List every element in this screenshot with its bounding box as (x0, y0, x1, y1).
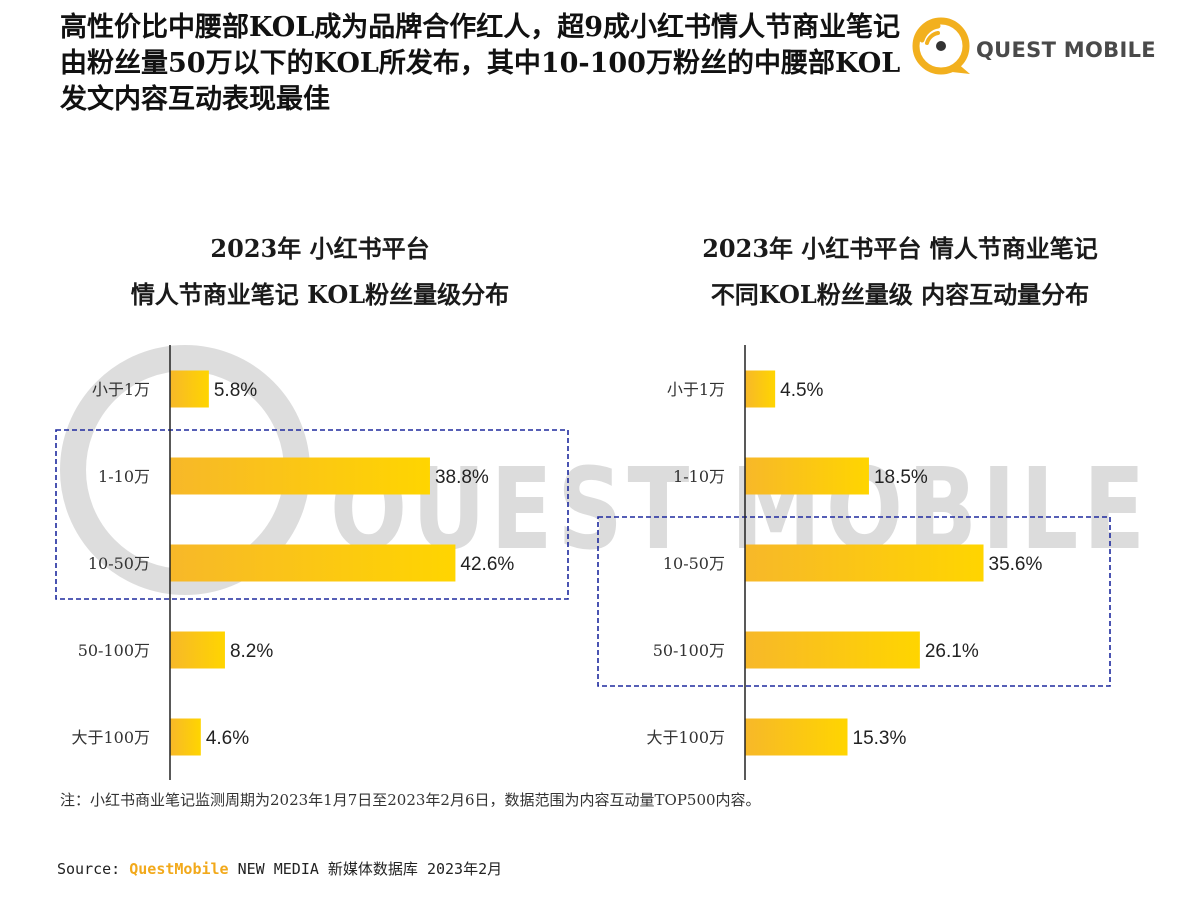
chart-1-value-label: 38.8% (435, 467, 489, 488)
chart-1-value-label: 8.2% (230, 641, 273, 662)
page-title: 高性价比中腰部KOL成为品牌合作红人，超9成小红书情人节商业笔记由粉丝量50万以… (60, 12, 901, 115)
source-brand: QuestMobile (129, 860, 229, 878)
questmobile-logo (912, 17, 970, 75)
footnote: 注：小红书商业笔记监测周期为2023年1月7日至2023年2月6日，数据范围为内… (60, 791, 761, 809)
chart-2-category-label: 50-100万 (653, 641, 725, 660)
chart-2-category-label: 1-10万 (673, 467, 725, 486)
chart-1-bar (170, 370, 209, 408)
chart-2-bar (745, 544, 984, 582)
questmobile-logo-icon (912, 17, 970, 75)
chart-2-bar (745, 370, 776, 408)
chart-1-category-label: 大于100万 (71, 728, 150, 747)
chart-2-value-label: 35.6% (989, 554, 1043, 575)
chart-1-category-label: 10-50万 (88, 554, 150, 573)
chart-1-title-line-2: 情人节商业笔记 KOL粉丝量级分布 (130, 280, 510, 309)
chart-1-bar (170, 718, 201, 756)
chart-2-value-label: 18.5% (874, 467, 928, 488)
chart-1-title: 2023年 小红书平台 情人节商业笔记 KOL粉丝量级分布 (60, 226, 580, 318)
source-prefix: Source: (57, 860, 130, 878)
chart-1-category-label: 小于1万 (92, 380, 150, 399)
source-line: Source: QuestMobile NEW MEDIA 新媒体数据库 202… (57, 858, 502, 879)
chart-1-category-label: 1-10万 (98, 467, 150, 486)
chart-2-bar (745, 718, 848, 756)
chart-2-bar (745, 631, 920, 669)
chart-1-title-line-1: 2023年 小红书平台 (210, 234, 430, 263)
chart-1-category-label: 50-100万 (78, 641, 150, 660)
chart-2-bar (745, 457, 869, 495)
chart-1-bar (170, 631, 225, 669)
chart-1-value-label: 42.6% (460, 554, 514, 575)
chart-1-bar (170, 544, 456, 582)
chart-1-highlight-box (55, 429, 569, 600)
chart-2-value-label: 4.5% (780, 380, 823, 401)
logo-text: QUEST MOBILE (976, 38, 1156, 62)
chart-2-category-label: 大于100万 (646, 728, 725, 747)
chart-2-highlight-box (597, 516, 1111, 687)
chart-1-bar (170, 457, 430, 495)
chart-2-category-label: 10-50万 (663, 554, 725, 573)
chart-1-value-label: 4.6% (206, 728, 249, 749)
chart-2-value-label: 15.3% (853, 728, 907, 749)
chart-2-value-label: 26.1% (925, 641, 979, 662)
chart-2-title-line-2: 不同KOL粉丝量级 内容互动量分布 (710, 280, 1090, 309)
source-suffix: NEW MEDIA 新媒体数据库 2023年2月 (228, 860, 503, 878)
chart-2-title-line-1: 2023年 小红书平台 情人节商业笔记 (702, 234, 1098, 263)
chart-2-title: 2023年 小红书平台 情人节商业笔记 不同KOL粉丝量级 内容互动量分布 (610, 226, 1190, 318)
chart-2-category-label: 小于1万 (667, 380, 725, 399)
chart-1-value-label: 5.8% (214, 380, 257, 401)
